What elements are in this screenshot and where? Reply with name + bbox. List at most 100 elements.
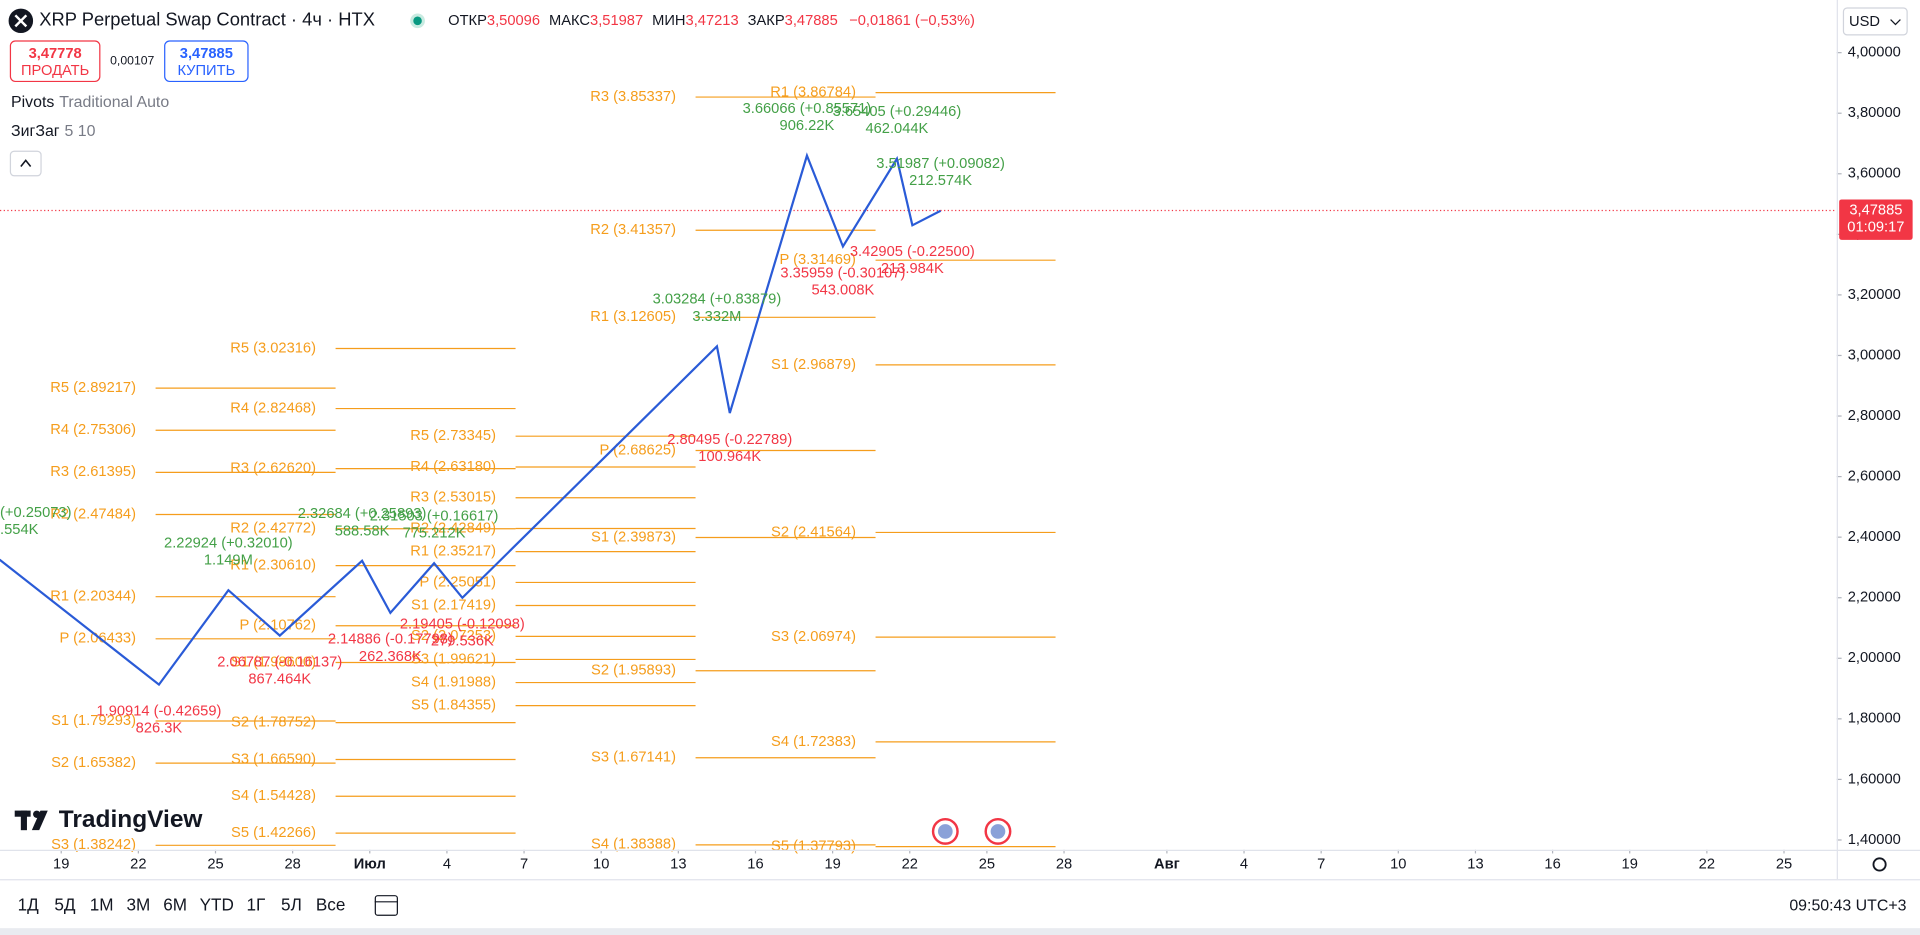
zigzag-volume: 279.536K: [431, 634, 494, 650]
pivot-label: S1 (1.98600): [231, 654, 316, 670]
x-tick-label: 13: [670, 856, 686, 872]
currency-caret: [1890, 19, 1901, 26]
zigzag-label: 2.19405 (-0.12098): [400, 617, 525, 633]
zigzag-volume: .554K: [0, 522, 39, 538]
pivot-label: P (2.25051): [419, 574, 496, 590]
logo-mark: [31, 810, 48, 831]
price-tag-value: 3,47885: [1849, 202, 1902, 218]
pivot-label: R1 (3.12605): [590, 309, 676, 325]
range-button[interactable]: YTD: [200, 895, 234, 915]
collapse-icon: [20, 159, 32, 168]
symbol-icon-mark: [14, 14, 28, 28]
x-tick-label: Авг: [1154, 856, 1180, 872]
range-button[interactable]: 3М: [126, 895, 150, 915]
zigzag-label: 3.42905 (-0.22500): [850, 244, 975, 260]
event-flag-inner: [990, 824, 1006, 839]
indicator[interactable]: ЗигЗаг 5 10: [11, 123, 96, 140]
x-tick-label: 19: [1622, 856, 1638, 872]
zigzag-label: 3.66066 (+0.85571): [743, 101, 872, 117]
y-tick-label: 2,80000: [1848, 408, 1901, 424]
x-tick-label: 16: [1544, 856, 1560, 872]
range-bar: 1Д 5Д 1М 3М 6М YTD 1Г 5Л Все: [18, 895, 346, 915]
currency-button[interactable]: [1842, 7, 1908, 36]
y-tick-label: 1,60000: [1848, 771, 1901, 787]
indicator-params: Traditional Auto: [59, 94, 169, 111]
y-tick-label: 1,80000: [1848, 711, 1901, 727]
zigzag-volume: 100.964K: [698, 449, 761, 465]
buy-label: КУПИТЬ: [177, 63, 235, 79]
pivot-label: S3 (1.66590): [231, 751, 316, 767]
y-tick-label: 2,40000: [1848, 529, 1901, 545]
pivot-label: S3 (1.38242): [51, 837, 136, 853]
y-tick-label: 2,20000: [1848, 590, 1901, 606]
zigzag-label: 2.31503 (+0.16617): [370, 509, 499, 525]
pivot-label: R4 (2.82468): [230, 400, 316, 416]
ohlc-value: 3,47213: [686, 13, 739, 29]
event-flag-inner: [937, 824, 953, 839]
pivot-label: R2 (2.47484): [50, 506, 136, 522]
pivot-label: S1 (1.79293): [51, 713, 136, 729]
pivot-label: S3 (1.67141): [591, 750, 676, 766]
zigzag-label: 3.65405 (+0.29446): [833, 104, 962, 120]
pivot-label: S2 (1.65382): [51, 755, 136, 771]
sell-button[interactable]: [9, 40, 101, 83]
symbol-title[interactable]: XRP Perpetual Swap Contract · 4ч · HTX: [39, 9, 375, 30]
range-button[interactable]: 6М: [163, 895, 187, 915]
zigzag-label: 3.51987 (+0.09082): [876, 156, 1005, 172]
chart-area: 1,40000 1,60000 1,80000 2,00000 2,20000 2,400…: [0, 45, 1913, 872]
collapse-button[interactable]: [9, 150, 42, 177]
y-tick-label: 4,00000: [1848, 45, 1901, 61]
indicator-name: ЗигЗаг: [11, 123, 60, 140]
range-button[interactable]: 1Д: [18, 895, 40, 915]
date-picker-icon[interactable]: [374, 895, 398, 916]
x-tick-label: 28: [284, 856, 300, 872]
y-tick-label: 3,00000: [1848, 347, 1901, 363]
x-tick-label: Июл: [354, 856, 386, 872]
pivot-label: R3 (2.61395): [50, 464, 136, 480]
x-tick-label: 7: [520, 856, 528, 872]
pivot-label: R1 (2.30610): [230, 557, 316, 573]
pivot-label: S1 (2.96879): [771, 357, 856, 373]
status-dot: [413, 16, 422, 26]
ohlc-label: МАКС: [549, 13, 590, 29]
ohlc: ОТКР3,50096 МАКС3,51987 МИН3,47213 ЗАКР3…: [448, 13, 975, 29]
pivot-label: R3 (2.62620): [230, 461, 316, 477]
range-button[interactable]: 1Г: [247, 895, 266, 915]
x-tick-label: 28: [1056, 856, 1072, 872]
y-tick-label: 3,60000: [1848, 166, 1901, 182]
y-tick-label: 2,00000: [1848, 650, 1901, 666]
pivot-label: S4 (1.72383): [771, 734, 856, 750]
x-tick-label: 7: [1317, 856, 1325, 872]
ohlc-value: 3,51987: [590, 13, 643, 29]
range-button[interactable]: 1М: [90, 895, 114, 915]
pivot-label: P (2.68625): [599, 442, 676, 458]
buy-button[interactable]: [164, 40, 249, 83]
pivot-label: P (2.10762): [239, 618, 316, 634]
price-tag: [1839, 199, 1913, 240]
indicator[interactable]: Pivots Traditional Auto: [11, 94, 169, 111]
indicator-params: 5 10: [65, 123, 96, 140]
pivot-label: S2 (2.41564): [771, 524, 856, 540]
x-tick-label: 25: [207, 856, 223, 872]
pivot-label: S2 (1.78752): [231, 715, 316, 731]
x-tick-label: 25: [1776, 856, 1792, 872]
zigzag-volume: 906.22K: [780, 118, 835, 134]
zigzag-label: 2.22924 (+0.32010): [164, 536, 293, 552]
x-tick-label: 22: [1699, 856, 1715, 872]
settings-icon[interactable]: [1872, 857, 1887, 872]
pivot-label: S5 (1.37793): [771, 839, 856, 855]
x-tick-label: 4: [443, 856, 451, 872]
clock: 09:50:43 UTC+3: [1789, 897, 1906, 914]
zigzag-label: (+0.25073): [0, 505, 71, 521]
range-button[interactable]: Все: [316, 895, 346, 915]
zigzag-label: 3.03284 (+0.83879): [653, 292, 782, 308]
zigzag-volume: 588.58K: [335, 523, 390, 539]
range-button[interactable]: 5Д: [54, 895, 76, 915]
pivot-label: R5 (2.89217): [50, 380, 136, 396]
ohlc-value: 3,50096: [487, 13, 540, 29]
zigzag-label: 2.80495 (-0.22789): [667, 432, 792, 448]
range-button[interactable]: 5Л: [281, 895, 302, 915]
y-tick-label: 3,20000: [1848, 287, 1901, 303]
pivot-label: S4 (1.54428): [231, 788, 316, 804]
pivot-label: S4 (1.91988): [411, 674, 496, 690]
